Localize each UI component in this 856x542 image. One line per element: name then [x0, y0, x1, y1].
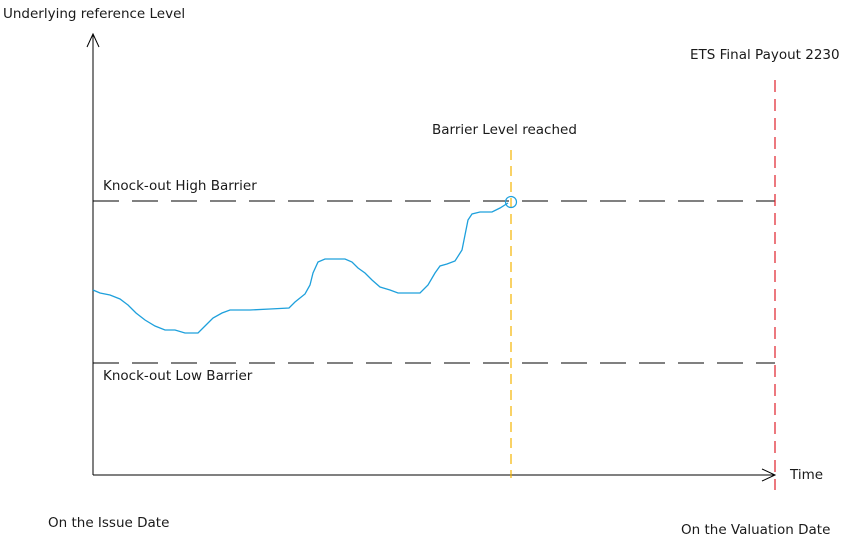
final-payout-label: ETS Final Payout 2230 [690, 47, 840, 63]
barrier-reached-label: Barrier Level reached [432, 122, 577, 138]
low-barrier-label: Knock-out Low Barrier [103, 368, 253, 384]
y-axis-label: Underlying reference Level [3, 6, 186, 22]
y-axis-arrowhead [86, 32, 100, 48]
valuation-date-label: On the Valuation Date [681, 522, 831, 538]
x-axis-label: Time [790, 467, 824, 483]
underlying-price-path [92, 202, 509, 334]
barrier-touch-marker [504, 195, 518, 209]
x-axis-arrowhead [761, 468, 777, 482]
issue-date-label: On the Issue Date [48, 515, 170, 531]
high-barrier-label: Knock-out High Barrier [103, 178, 257, 194]
